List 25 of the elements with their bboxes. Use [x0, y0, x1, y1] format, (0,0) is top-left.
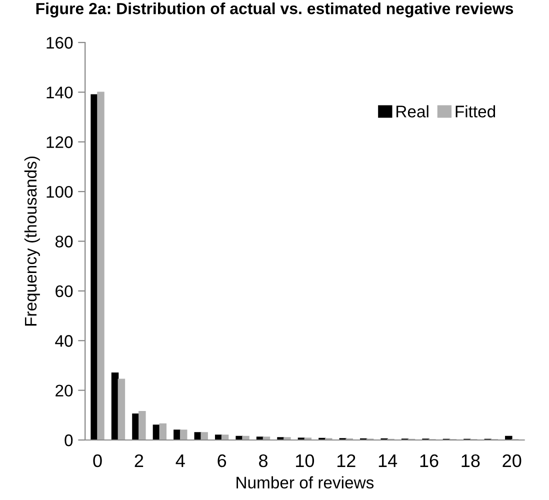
y-tick-label: 60 — [56, 285, 73, 298]
y-tick-label: 140 — [46, 86, 73, 98]
x-tick-label: 0 — [93, 454, 102, 468]
legend-label: Real — [396, 105, 428, 118]
y-tick-label: 80 — [55, 236, 73, 248]
x-tick-label: 6 — [218, 454, 226, 468]
x-tick-label: 14 — [378, 454, 398, 467]
y-tick-label: 0 — [64, 434, 73, 446]
y-tick-label: 120 — [46, 136, 73, 148]
x-tick-label: 8 — [259, 454, 268, 468]
x-tick-label: 2 — [134, 454, 144, 467]
legend-label: Fitted — [456, 105, 496, 118]
x-tick-label: 20 — [502, 454, 522, 468]
x-tick-label: 12 — [337, 454, 356, 467]
y-tick-label: 160 — [46, 36, 73, 49]
y-tick-label: 40 — [55, 335, 73, 347]
x-tick-label: 18 — [462, 454, 480, 468]
x-tick-label: 10 — [296, 454, 314, 468]
y-axis-title: Frequency (thousands) — [24, 156, 40, 326]
x-axis-title: Number of reviews — [236, 476, 374, 489]
x-tick-label: 16 — [420, 454, 438, 468]
y-tick-label: 20 — [56, 384, 73, 397]
chart-title: Figure 2a: Distribution of actual vs. estimated negative reviews — [36, 2, 514, 18]
y-tick-label: 100 — [46, 186, 73, 198]
x-tick-label: 4 — [176, 454, 185, 467]
